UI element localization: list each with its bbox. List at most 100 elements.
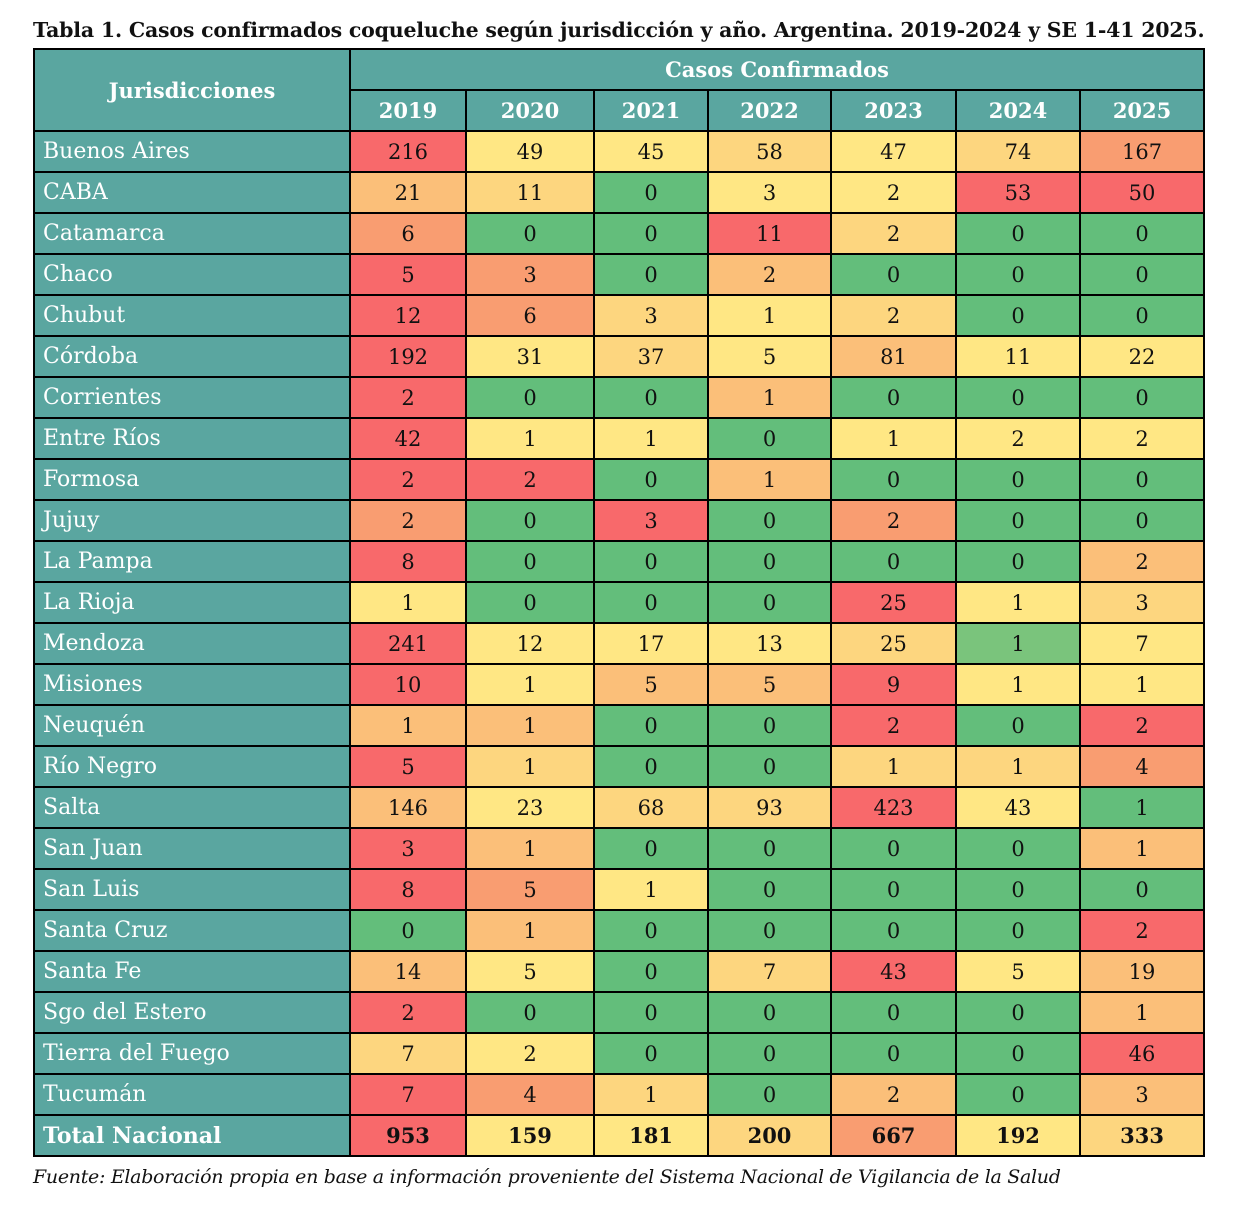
cases-cell-2024: 192 <box>955 1114 1081 1157</box>
table-row: Tierra del Fuego 7 2 0 0 0 0 46 <box>33 1032 1206 1075</box>
cases-cell-2024: 0 <box>955 294 1081 337</box>
cases-cell-2024: 0 <box>955 1032 1081 1075</box>
cases-cell-2022: 13 <box>707 622 832 665</box>
jurisdiction-name: Sgo del Estero <box>33 991 351 1034</box>
cases-cell-2019: 1 <box>349 581 467 624</box>
cases-cell-2025: 2 <box>1078 909 1206 952</box>
year-header-row: 2019 2020 2021 2022 2023 2024 2025 <box>34 89 1206 132</box>
cases-cell-2020: 49 <box>465 130 595 173</box>
cases-cell-2023: 0 <box>830 909 957 952</box>
cases-cell-2019: 2 <box>349 376 467 419</box>
table-row: Neuquén 1 1 0 0 2 0 2 <box>33 704 1206 747</box>
cases-cell-2019: 42 <box>349 417 467 460</box>
cases-cell-2023: 2 <box>830 499 957 542</box>
cases-cell-2025: 22 <box>1078 335 1206 378</box>
cases-cell-2020: 0 <box>465 991 595 1034</box>
cases-cell-2024: 0 <box>955 212 1081 255</box>
cases-cell-2025: 19 <box>1078 950 1206 993</box>
cases-cell-2023: 0 <box>830 868 957 911</box>
jurisdiction-name: Córdoba <box>33 335 351 378</box>
cases-cell-2024: 1 <box>955 745 1081 788</box>
cases-cell-2020: 2 <box>465 458 595 501</box>
cases-cell-2022: 58 <box>707 130 832 173</box>
cases-cell-2022: 0 <box>707 745 832 788</box>
cases-cell-2022: 0 <box>707 704 832 747</box>
cases-cell-2024: 5 <box>955 950 1081 993</box>
cases-cell-2025: 1 <box>1078 827 1206 870</box>
confirmed-cases-header: Casos Confirmados <box>348 48 1206 91</box>
table-row: Santa Fe 14 5 0 7 43 5 19 <box>33 950 1206 993</box>
cases-cell-2019: 7 <box>349 1073 467 1116</box>
cases-cell-2020: 6 <box>465 294 595 337</box>
cases-cell-2021: 37 <box>593 335 709 378</box>
cases-cell-2022: 93 <box>707 786 832 829</box>
cases-cell-2022: 0 <box>707 827 832 870</box>
jurisdiction-name: Formosa <box>33 458 351 501</box>
jurisdiction-name: Catamarca <box>33 212 351 255</box>
cases-cell-2019: 0 <box>349 909 467 952</box>
cases-cell-2025: 2 <box>1078 417 1206 460</box>
cases-cell-2020: 31 <box>465 335 595 378</box>
cases-cell-2019: 2 <box>349 458 467 501</box>
cases-cell-2025: 0 <box>1078 458 1206 501</box>
cases-table: Jurisdicciones Casos Confirmados 2019 202… <box>33 48 1206 1157</box>
table-row: La Rioja 1 0 0 0 25 1 3 <box>33 581 1206 624</box>
cases-cell-2021: 17 <box>593 622 709 665</box>
cases-cell-2024: 1 <box>955 663 1081 706</box>
cases-cell-2023: 0 <box>830 376 957 419</box>
table-row: Tucumán 7 4 1 0 2 0 3 <box>33 1073 1206 1116</box>
cases-cell-2024: 0 <box>955 868 1081 911</box>
year-header-2025: 2025 <box>1078 89 1206 132</box>
cases-cell-2022: 0 <box>707 417 832 460</box>
cases-cell-2021: 5 <box>593 663 709 706</box>
cases-cell-2021: 0 <box>593 909 709 952</box>
cases-cell-2025: 0 <box>1078 376 1206 419</box>
cases-cell-2023: 43 <box>830 950 957 993</box>
table-row: Formosa 2 2 0 1 0 0 0 <box>33 458 1206 501</box>
jurisdiction-name: Chaco <box>33 253 351 296</box>
cases-cell-2019: 192 <box>349 335 467 378</box>
cases-cell-2024: 0 <box>955 704 1081 747</box>
cases-cell-2024: 53 <box>955 171 1081 214</box>
table-row: Chaco 5 3 0 2 0 0 0 <box>33 253 1206 296</box>
cases-cell-2023: 25 <box>830 581 957 624</box>
cases-cell-2023: 0 <box>830 991 957 1034</box>
jurisdiction-name: Neuquén <box>33 704 351 747</box>
cases-cell-2022: 0 <box>707 540 832 583</box>
cases-cell-2020: 4 <box>465 1073 595 1116</box>
jurisdictions-header: Jurisdicciones <box>33 48 351 132</box>
cases-cell-2021: 0 <box>593 253 709 296</box>
cases-cell-2021: 0 <box>593 171 709 214</box>
cases-cell-2025: 3 <box>1078 581 1206 624</box>
cases-cell-2020: 11 <box>465 171 595 214</box>
cases-cell-2020: 1 <box>465 704 595 747</box>
cases-cell-2025: 0 <box>1078 868 1206 911</box>
cases-cell-2021: 1 <box>593 868 709 911</box>
cases-cell-2025: 0 <box>1078 253 1206 296</box>
cases-cell-2019: 6 <box>349 212 467 255</box>
cases-cell-2022: 5 <box>707 663 832 706</box>
cases-cell-2024: 0 <box>955 458 1081 501</box>
year-header-2021: 2021 <box>593 89 709 132</box>
jurisdiction-name: La Pampa <box>33 540 351 583</box>
cases-cell-2020: 5 <box>465 950 595 993</box>
cases-cell-2023: 47 <box>830 130 957 173</box>
cases-cell-2021: 1 <box>593 1073 709 1116</box>
cases-cell-2023: 423 <box>830 786 957 829</box>
cases-cell-2024: 1 <box>955 581 1081 624</box>
cases-cell-2021: 181 <box>593 1114 709 1157</box>
cases-cell-2023: 2 <box>830 1073 957 1116</box>
cases-cell-2019: 21 <box>349 171 467 214</box>
cases-cell-2019: 146 <box>349 786 467 829</box>
cases-cell-2019: 14 <box>349 950 467 993</box>
cases-cell-2021: 0 <box>593 950 709 993</box>
cases-cell-2023: 2 <box>830 294 957 337</box>
year-header-2022: 2022 <box>707 89 832 132</box>
cases-cell-2019: 5 <box>349 253 467 296</box>
cases-cell-2022: 0 <box>707 991 832 1034</box>
cases-cell-2022: 0 <box>707 868 832 911</box>
cases-cell-2021: 0 <box>593 376 709 419</box>
cases-cell-2024: 0 <box>955 827 1081 870</box>
cases-cell-2019: 3 <box>349 827 467 870</box>
cases-cell-2022: 0 <box>707 1073 832 1116</box>
